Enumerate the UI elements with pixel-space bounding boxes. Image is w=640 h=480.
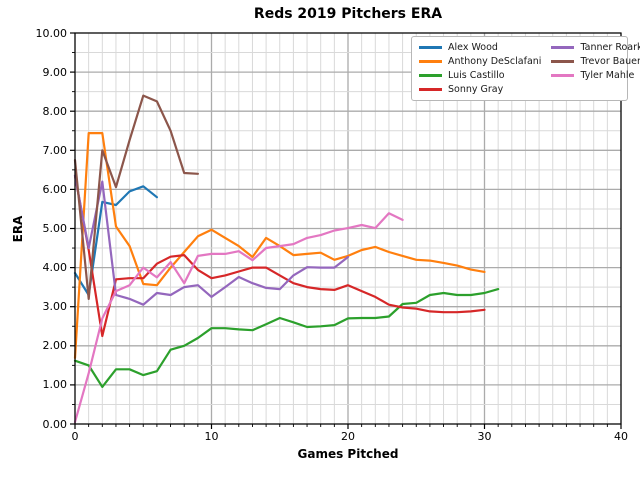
legend-item-anthony-desclafani: Anthony DeSclafani (419, 56, 541, 67)
legend-item-sonny-gray: Sonny Gray (419, 84, 541, 95)
legend-item-tanner-roark: Tanner Roark (551, 42, 640, 53)
y-tick-label: 8.00 (42, 104, 68, 118)
y-tick-label: 1.00 (42, 378, 68, 392)
series-line-tyler-mahle (73, 212, 404, 424)
x-tick-label: 30 (477, 430, 492, 443)
series-line-sonny-gray (73, 174, 486, 338)
y-axis-label: ERA (11, 215, 25, 243)
legend-swatch-icon (419, 88, 442, 91)
y-tick-label: 3.00 (42, 300, 68, 314)
legend-column: Alex Wood Anthony DeSclafani Luis Castillo… (419, 42, 541, 95)
y-tick-label: 0.00 (42, 417, 68, 431)
legend-swatch-icon (419, 46, 442, 49)
legend-swatch-icon (419, 74, 442, 77)
legend-item-alex-wood: Alex Wood (419, 42, 541, 53)
legend: Alex Wood Anthony DeSclafani Luis Castillo… (411, 36, 640, 101)
x-tick-label: 10 (204, 430, 219, 443)
legend-label: Luis Castillo (448, 69, 505, 81)
legend-column: Tanner Roark Trevor Bauer Tyler Mahle (551, 42, 640, 95)
legend-swatch-icon (419, 60, 442, 63)
x-axis-label: Games Pitched (297, 447, 399, 461)
legend-swatch-icon (551, 60, 575, 63)
chart-title: Reds 2019 Pitchers ERA (253, 6, 443, 22)
x-tick-label: 0 (71, 430, 79, 443)
legend-label: Alex Wood (448, 41, 498, 53)
y-tick-label: 9.00 (42, 65, 68, 79)
y-tick-label: 6.00 (42, 182, 68, 196)
legend-swatch-icon (551, 74, 575, 77)
legend-label: Sonny Gray (448, 83, 504, 95)
x-tick-label: 40 (614, 430, 628, 443)
legend-label: Anthony DeSclafani (448, 55, 542, 67)
legend-item-tyler-mahle: Tyler Mahle (551, 70, 640, 81)
y-tick-label: 2.00 (42, 339, 68, 353)
legend-item-trevor-bauer: Trevor Bauer (551, 56, 640, 67)
legend-label: Trevor Bauer (580, 55, 640, 67)
legend-item-luis-castillo: Luis Castillo (419, 70, 541, 81)
legend-label: Tyler Mahle (580, 69, 635, 81)
x-tick-label: 20 (341, 430, 355, 443)
series-line-trevor-bauer (73, 94, 199, 300)
y-tick-label: 10.00 (35, 26, 68, 40)
series-line-tanner-roark (73, 174, 350, 306)
y-tick-label: 5.00 (42, 222, 68, 235)
y-tick-label: 4.00 (42, 261, 68, 275)
series-line-luis-castillo (73, 288, 500, 388)
legend-label: Tanner Roark (580, 41, 640, 53)
y-tick-label: 7.00 (42, 143, 68, 157)
legend-swatch-icon (551, 46, 575, 49)
